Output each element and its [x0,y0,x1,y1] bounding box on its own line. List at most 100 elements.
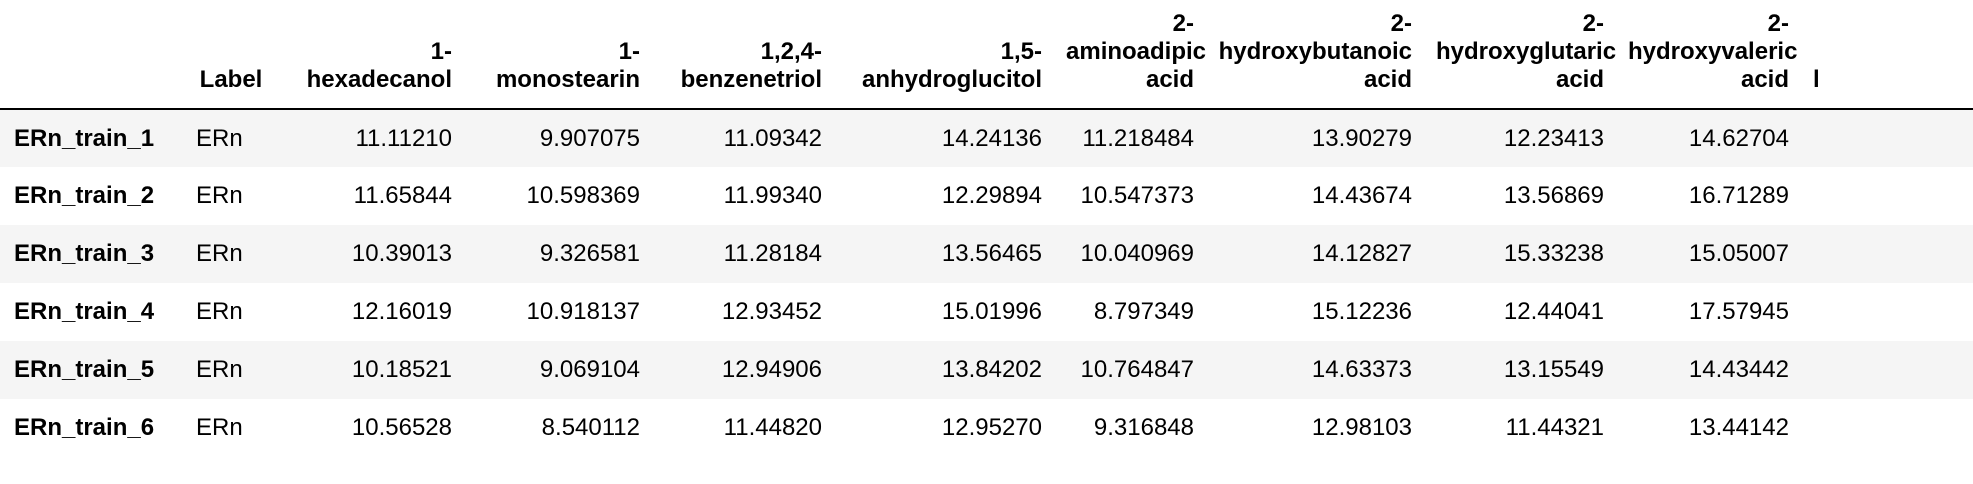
header-row: Label 1- hexadecanol 1- monostearin 1,2,… [0,0,1973,110]
value-cell: 10.39013 [351,240,452,267]
header-line: acid [1740,66,1789,93]
value-cell: 14.43442 [1688,356,1789,383]
value-cell: 14.12827 [1311,240,1412,267]
table-row: ERn_train_4 ERn 12.16019 10.918137 12.93452 1… [0,283,1973,341]
value-cell: 9.326581 [539,240,640,267]
header-line: aminoadipic [1066,38,1207,65]
header-line: 1,2,4- [760,38,822,65]
value-cell: 10.18521 [351,356,452,383]
value-cell: 12.44041 [1503,298,1604,325]
header-line: 1,5- [1000,38,1042,65]
label-cell: ERn [196,298,243,325]
table-row: ERn_train_3 ERn 10.39013 9.326581 11.28184 13… [0,225,1973,283]
value-cell: 8.797349 [1093,298,1194,325]
index-header [0,0,184,110]
column-header-1-hexadecanol: 1- hexadecanol [278,0,464,110]
header-line [1813,10,1973,38]
row-index: ERn_train_1 [14,124,155,152]
value-cell: 11.65844 [353,182,452,209]
value-cell: 11.09342 [723,124,822,152]
header-line: 1- [430,38,452,65]
header-line: 2- [1582,10,1604,37]
header-line: hydroxybutanoic [1218,38,1412,65]
value-cell: 10.547373 [1080,182,1194,209]
value-cell: 8.540112 [541,414,640,441]
value-cell: 12.95270 [941,414,1042,441]
value-cell: 11.28184 [723,240,822,267]
column-header-124-benzenetriol: 1,2,4- benzenetriol [652,0,834,110]
row-index: ERn_train_4 [14,298,155,325]
row-index: ERn_train_3 [14,240,155,267]
value-cell: 17.57945 [1688,298,1789,325]
value-cell: 11.11210 [355,124,452,152]
value-cell: 12.93452 [721,298,822,325]
header-line: l [1813,66,1820,93]
value-cell [1801,341,1973,399]
value-cell [1801,109,1973,167]
value-cell: 14.24136 [941,124,1042,152]
header-line: hydroxyglutaric [1436,38,1617,65]
value-cell: 16.71289 [1688,182,1789,209]
value-cell: 13.15549 [1503,356,1604,383]
dataframe-table: Label 1- hexadecanol 1- monostearin 1,2,… [0,0,1973,457]
row-index: ERn_train_6 [14,414,155,441]
column-header-2-aminoadipic-acid: 2- aminoadipic acid [1054,0,1207,110]
header-line: acid [1363,66,1412,93]
column-header-label: Label [184,0,278,110]
column-header-truncated: l [1801,0,1973,110]
value-cell: 10.764847 [1080,356,1194,383]
value-cell: 9.316848 [1093,414,1194,441]
value-cell: 9.069104 [539,356,640,383]
value-cell: 13.56869 [1503,182,1604,209]
value-cell: 10.040969 [1080,240,1194,267]
value-cell: 10.598369 [526,182,640,209]
value-cell: 14.43674 [1311,182,1412,209]
header-line: monostearin [495,66,640,93]
value-cell [1801,283,1973,341]
label-cell: ERn [196,240,243,267]
column-header-15-anhydroglucitol: 1,5- anhydroglucitol [834,0,1054,110]
value-cell: 13.84202 [941,356,1042,383]
value-cell: 11.44820 [723,414,822,441]
value-cell: 11.218484 [1082,124,1194,152]
value-cell: 12.94906 [721,356,822,383]
value-cell: 12.98103 [1311,414,1412,441]
header-line: acid [1145,66,1194,93]
value-cell: 15.12236 [1311,298,1412,325]
table-body: ERn_train_1 ERn 11.11210 9.907075 11.09342 14… [0,109,1973,457]
value-cell: 13.44142 [1688,414,1789,441]
header-line: 2- [1767,10,1789,37]
column-header-2-hydroxybutanoic-acid: 2- hydroxybutanoic acid [1206,0,1424,110]
value-cell: 13.56465 [941,240,1042,267]
header-line: hydroxyvaleric [1628,38,1798,65]
header-line: hexadecanol [306,66,452,93]
header-line: acid [1555,66,1604,93]
value-cell: 13.90279 [1311,124,1412,152]
value-cell: 11.44321 [1505,414,1604,441]
header-line: Label [199,66,263,93]
label-cell: ERn [196,414,243,441]
column-header-2-hydroxyvaleric-acid: 2- hydroxyvaleric acid [1616,0,1801,110]
value-cell: 14.63373 [1311,356,1412,383]
value-cell: 15.33238 [1503,240,1604,267]
value-cell: 14.62704 [1688,124,1789,152]
header-line: 2- [1172,10,1194,37]
value-cell: 9.907075 [539,124,640,152]
value-cell: 12.16019 [351,298,452,325]
table-row: ERn_train_5 ERn 10.18521 9.069104 12.94906 13… [0,341,1973,399]
value-cell: 15.01996 [941,298,1042,325]
value-cell: 15.05007 [1688,240,1789,267]
label-cell: ERn [196,356,243,383]
value-cell: 12.29894 [941,182,1042,209]
header-line: benzenetriol [680,66,822,93]
label-cell: ERn [196,124,243,152]
label-cell: ERn [196,182,243,209]
table-row: ERn_train_1 ERn 11.11210 9.907075 11.09342 14… [0,109,1973,167]
column-header-2-hydroxyglutaric-acid: 2- hydroxyglutaric acid [1424,0,1617,110]
value-cell [1801,167,1973,225]
header-line: anhydroglucitol [862,66,1042,93]
column-header-1-monostearin: 1- monostearin [464,0,652,110]
table-row: ERn_train_6 ERn 10.56528 8.540112 11.44820 12… [0,399,1973,457]
header-line [1813,38,1973,66]
